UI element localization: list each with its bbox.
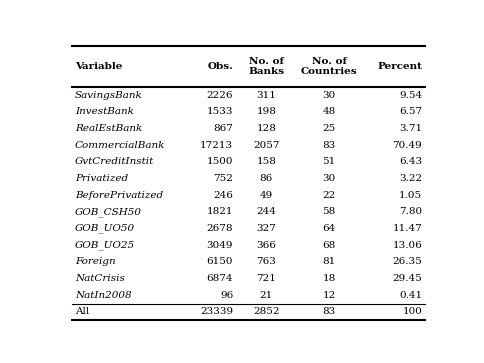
Text: 0.41: 0.41 [398, 291, 422, 300]
Text: All: All [75, 307, 89, 317]
Text: 68: 68 [322, 241, 335, 250]
Text: 752: 752 [213, 174, 233, 183]
Text: 2852: 2852 [253, 307, 279, 317]
Text: Variable: Variable [75, 62, 122, 71]
Text: 366: 366 [256, 241, 275, 250]
Text: 158: 158 [256, 158, 275, 166]
Text: 58: 58 [322, 207, 335, 216]
Text: 51: 51 [322, 158, 335, 166]
Text: 6150: 6150 [206, 257, 233, 266]
Text: 11.47: 11.47 [392, 224, 422, 233]
Text: Privatized: Privatized [75, 174, 128, 183]
Text: 3.71: 3.71 [398, 124, 422, 133]
Text: 6.57: 6.57 [398, 107, 422, 117]
Text: 2057: 2057 [253, 141, 279, 150]
Text: 49: 49 [259, 191, 272, 200]
Text: 83: 83 [322, 141, 335, 150]
Text: 7.80: 7.80 [398, 207, 422, 216]
Text: No. of
Banks: No. of Banks [248, 57, 284, 76]
Text: 17213: 17213 [200, 141, 233, 150]
Text: 244: 244 [256, 207, 275, 216]
Text: 86: 86 [259, 174, 272, 183]
Text: InvestBank: InvestBank [75, 107, 134, 117]
Text: 3.22: 3.22 [398, 174, 422, 183]
Text: 64: 64 [322, 224, 335, 233]
Text: 2678: 2678 [206, 224, 233, 233]
Text: 12: 12 [322, 291, 335, 300]
Text: NatIn2008: NatIn2008 [75, 291, 131, 300]
Text: 246: 246 [213, 191, 233, 200]
Text: 23339: 23339 [200, 307, 233, 317]
Text: GOB_UO25: GOB_UO25 [75, 240, 135, 250]
Text: 763: 763 [256, 257, 275, 266]
Text: 100: 100 [402, 307, 422, 317]
Text: GOB_CSH50: GOB_CSH50 [75, 207, 142, 217]
Text: 311: 311 [256, 91, 275, 100]
Text: 867: 867 [213, 124, 233, 133]
Text: 13.06: 13.06 [392, 241, 422, 250]
Text: 29.45: 29.45 [392, 274, 422, 283]
Text: Obs.: Obs. [207, 62, 233, 71]
Text: 22: 22 [322, 191, 335, 200]
Text: 3049: 3049 [206, 241, 233, 250]
Text: CommercialBank: CommercialBank [75, 141, 165, 150]
Text: No. of
Countries: No. of Countries [300, 57, 357, 76]
Text: RealEstBank: RealEstBank [75, 124, 142, 133]
Text: 83: 83 [322, 307, 335, 317]
Text: 721: 721 [256, 274, 275, 283]
Text: 9.54: 9.54 [398, 91, 422, 100]
Text: 198: 198 [256, 107, 275, 117]
Text: NatCrisis: NatCrisis [75, 274, 124, 283]
Text: 6.43: 6.43 [398, 158, 422, 166]
Text: Foreign: Foreign [75, 257, 115, 266]
Text: 1500: 1500 [206, 158, 233, 166]
Text: 6874: 6874 [206, 274, 233, 283]
Text: 30: 30 [322, 174, 335, 183]
Text: BeforePrivatized: BeforePrivatized [75, 191, 163, 200]
Text: 26.35: 26.35 [392, 257, 422, 266]
Text: GvtCreditInstit: GvtCreditInstit [75, 158, 154, 166]
Text: 1821: 1821 [206, 207, 233, 216]
Text: 30: 30 [322, 91, 335, 100]
Text: 96: 96 [219, 291, 233, 300]
Text: Percent: Percent [377, 62, 422, 71]
Text: 327: 327 [256, 224, 275, 233]
Text: GOB_UO50: GOB_UO50 [75, 224, 135, 233]
Text: 81: 81 [322, 257, 335, 266]
Text: 48: 48 [322, 107, 335, 117]
Text: 21: 21 [259, 291, 272, 300]
Text: 1.05: 1.05 [398, 191, 422, 200]
Text: 70.49: 70.49 [392, 141, 422, 150]
Text: SavingsBank: SavingsBank [75, 91, 142, 100]
Text: 18: 18 [322, 274, 335, 283]
Text: 128: 128 [256, 124, 275, 133]
Text: 2226: 2226 [206, 91, 233, 100]
Text: 1533: 1533 [206, 107, 233, 117]
Text: 25: 25 [322, 124, 335, 133]
